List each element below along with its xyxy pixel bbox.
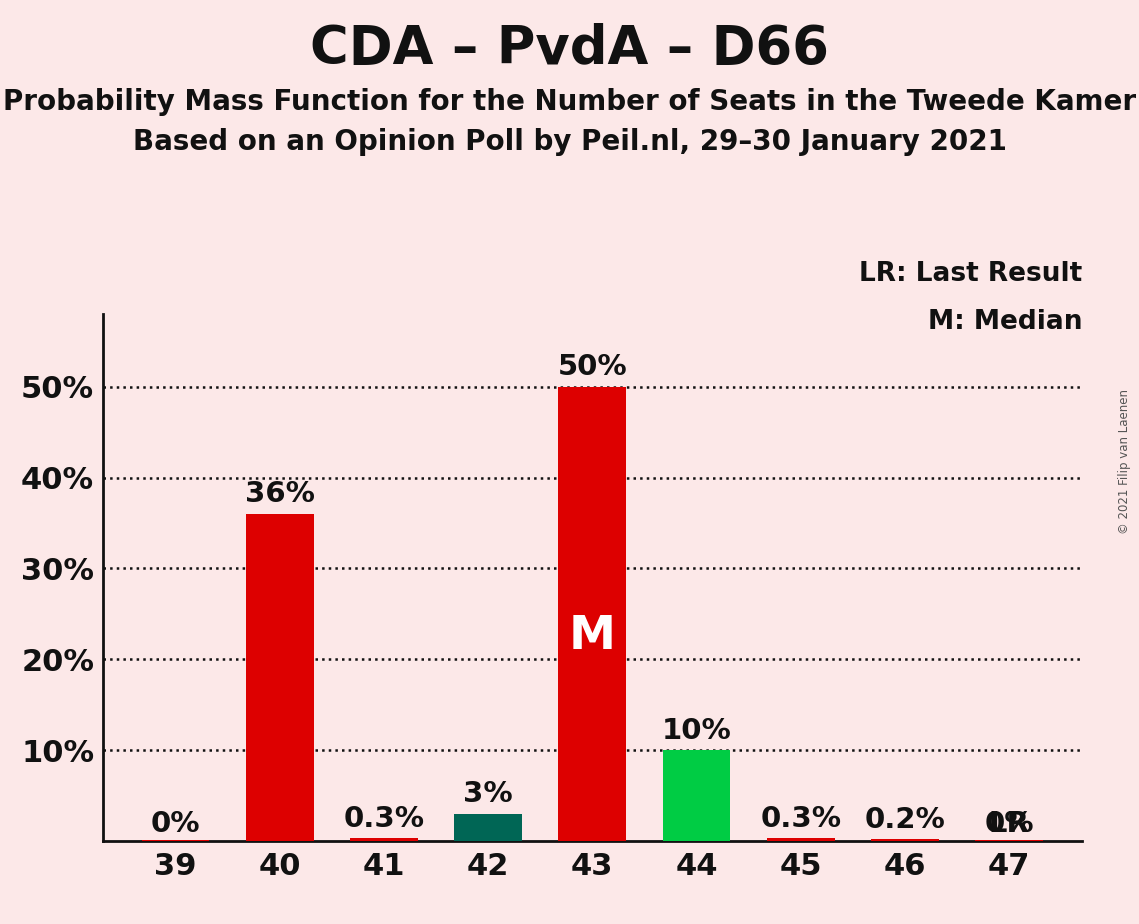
Text: 0%: 0% <box>984 810 1034 838</box>
Bar <box>767 838 835 841</box>
Text: CDA – PvdA – D66: CDA – PvdA – D66 <box>310 23 829 75</box>
Text: Based on an Opinion Poll by Peil.nl, 29–30 January 2021: Based on an Opinion Poll by Peil.nl, 29–… <box>132 128 1007 155</box>
Text: © 2021 Filip van Laenen: © 2021 Filip van Laenen <box>1118 390 1131 534</box>
Bar <box>663 750 730 841</box>
Text: 0.3%: 0.3% <box>343 805 425 833</box>
Text: 0.2%: 0.2% <box>865 806 945 833</box>
Text: M: Median: M: Median <box>927 309 1082 334</box>
Text: LR: Last Result: LR: Last Result <box>859 261 1082 287</box>
Bar <box>350 838 418 841</box>
Bar <box>454 814 522 841</box>
Text: 10%: 10% <box>662 717 731 745</box>
Text: LR: LR <box>989 810 1030 838</box>
Bar <box>871 839 939 841</box>
Bar <box>246 514 313 841</box>
Text: M: M <box>568 614 616 659</box>
Text: 0.3%: 0.3% <box>760 805 842 833</box>
Text: Probability Mass Function for the Number of Seats in the Tweede Kamer: Probability Mass Function for the Number… <box>3 88 1136 116</box>
Text: 3%: 3% <box>464 780 513 808</box>
Text: 36%: 36% <box>245 480 314 508</box>
Bar <box>558 387 626 841</box>
Text: 0%: 0% <box>150 810 200 838</box>
Text: 50%: 50% <box>557 353 628 382</box>
